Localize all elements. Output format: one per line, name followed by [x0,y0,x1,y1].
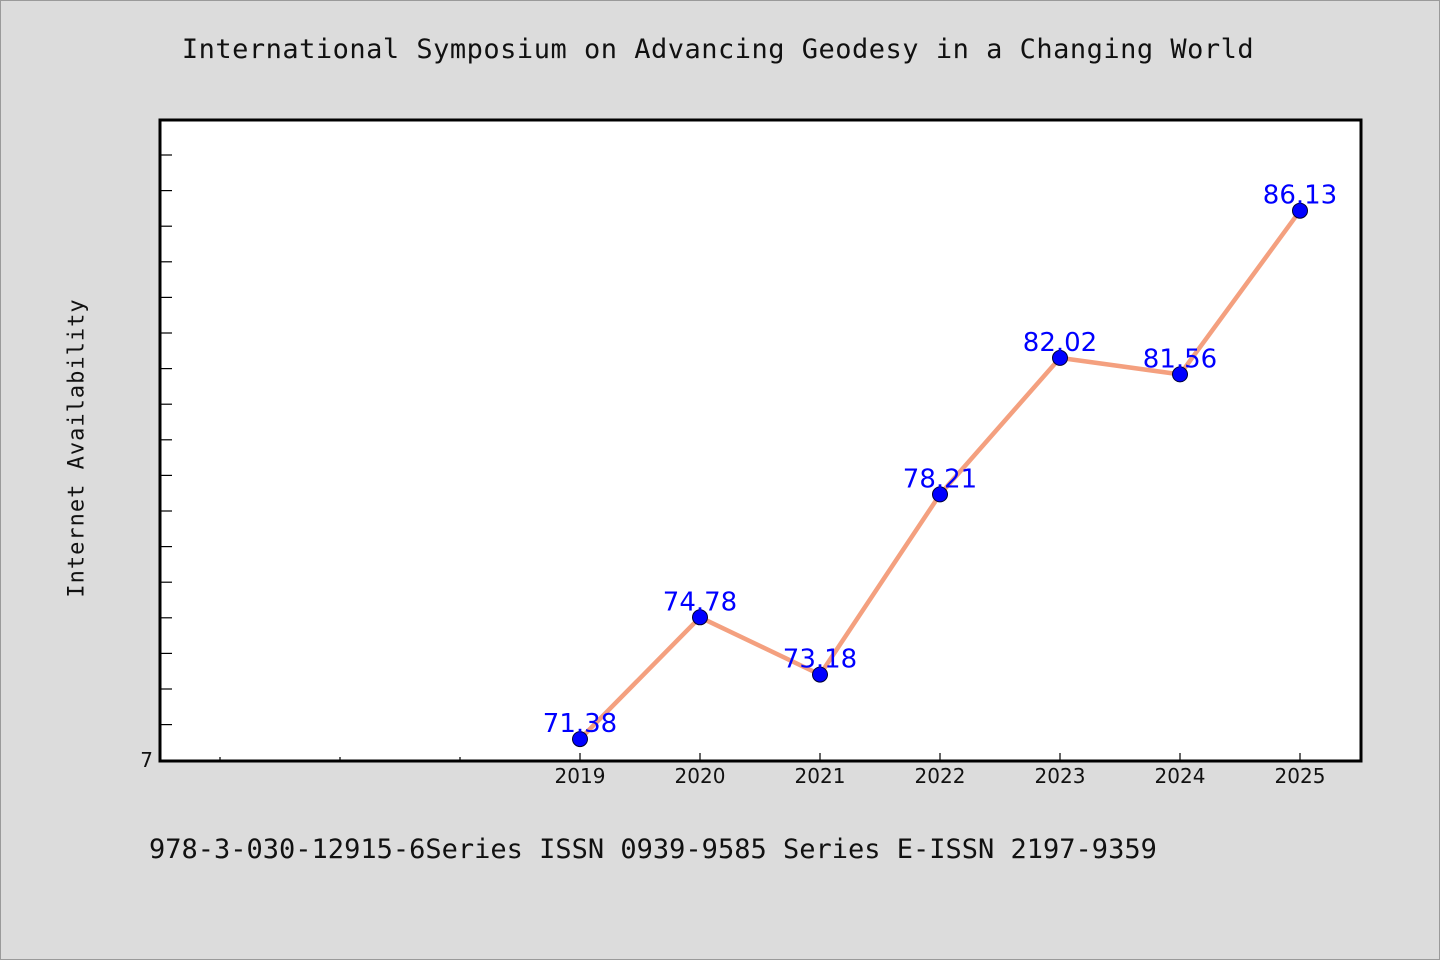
data-point-marker [692,609,708,626]
data-point-marker [572,731,588,748]
chart-title: International Symposium on Advancing Geo… [181,34,1255,65]
x-tick-label: 2025 [1275,764,1326,788]
data-point-marker [1052,349,1068,366]
y-axis-ticks [160,154,172,726]
x-tick-label: 2021 [795,764,846,788]
data-label: 82.02 [1023,328,1097,358]
data-label: 71.38 [543,709,617,739]
x-tick-label: 2024 [1155,764,1206,788]
x-tick-label: 2019 [555,764,606,788]
x-tick-label: 2022 [915,764,966,788]
plot-area [158,118,1363,763]
data-label: 74.78 [663,587,737,617]
data-point-marker [1172,366,1188,383]
series-markers [572,202,1308,748]
x-axis-ticks [219,753,1301,761]
footer-isbn-issn: 978-3-030-12915-6Series ISSN 0939-9585 S… [149,834,1157,865]
data-label: 78.21 [903,464,977,494]
data-labels: 71.38 74.78 73.18 78.21 82.02 81.56 86.13 [543,181,1337,739]
data-point-marker [932,486,948,503]
x-tick-labels: 2019 2020 2021 2022 2023 2024 2025 [555,764,1326,788]
data-label: 73.18 [783,645,857,675]
data-point-marker [812,666,828,683]
x-tick-label: 2020 [675,764,726,788]
data-point-marker [1292,202,1308,219]
x-tick-label: 2023 [1035,764,1086,788]
y-tick-label: 7 [140,748,153,772]
data-label: 81.56 [1143,344,1217,374]
data-label: 86.13 [1263,181,1337,211]
